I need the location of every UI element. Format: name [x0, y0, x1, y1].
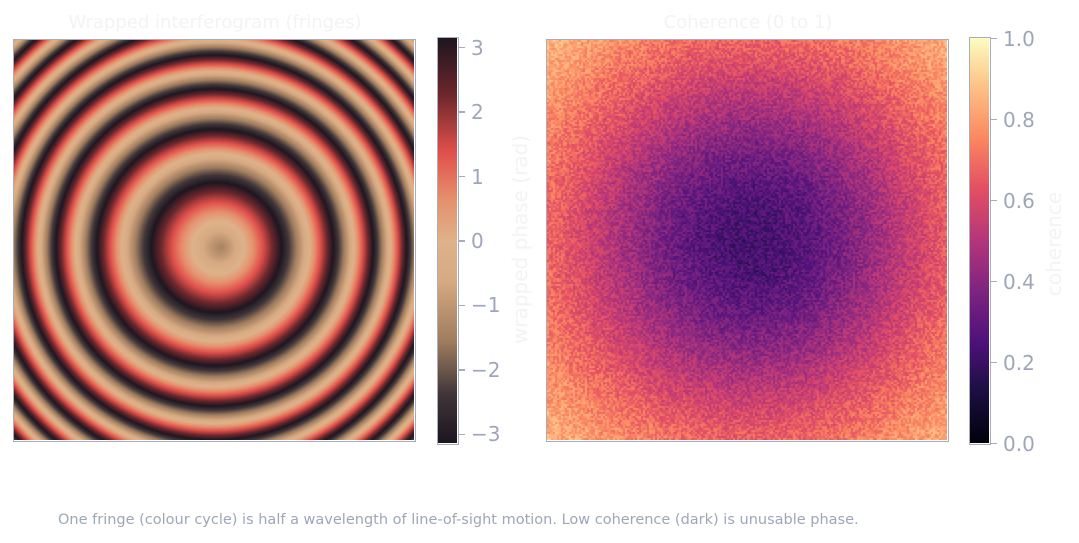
phase-colorbar-tick-mark [459, 369, 465, 371]
chart-phase-title: Wrapped interferogram (fringes) [68, 12, 362, 33]
coherence-colorbar-tick-mark [991, 199, 997, 202]
coherence-colorbar-tick-label: 0.6 [1003, 188, 1035, 213]
phase-colorbar-tick-mark [459, 111, 465, 113]
coherence-colorbar-tick-label: 0.8 [1003, 107, 1035, 132]
phase-colorbar-tick-mark [459, 46, 465, 49]
coherence-colorbar-tick-label: 0.2 [1003, 350, 1035, 375]
coherence-colorbar-tick-label: 0.0 [1003, 431, 1035, 456]
coherence-colorbar [969, 37, 991, 445]
phase-colorbar-tick-mark [459, 240, 465, 242]
coherence-colorbar-gradient [970, 38, 989, 443]
coherence-colorbar-label: coherence [1042, 191, 1066, 297]
phase-colorbar-tick-label: −1 [471, 293, 501, 318]
phase-colorbar-tick-label: 0 [471, 229, 484, 253]
phase-colorbar-tick-label: 3 [471, 35, 484, 60]
phase-colorbar-tick-mark [459, 175, 465, 178]
phase-colorbar-tick-label: 2 [471, 100, 484, 125]
phase-colorbar [437, 37, 459, 445]
phase-colorbar-tick-mark [459, 433, 465, 436]
phase-colorbar-tick-label: −2 [471, 357, 501, 382]
phase-colorbar-label: wrapped phase (rad) [508, 134, 532, 344]
coherence-heatmap-panel [546, 39, 949, 442]
chart-coherence-title: Coherence (0 to 1) [663, 12, 833, 33]
coherence-colorbar-tick-mark [991, 280, 997, 283]
phase-colorbar-tick-mark [459, 304, 465, 307]
coherence-colorbar-tick-mark [991, 118, 997, 121]
coherence-colorbar-tick-mark [991, 37, 997, 40]
coherence-colorbar-tick-mark [991, 442, 997, 445]
coherence-heatmap [547, 40, 947, 440]
phase-colorbar-tick-label: −3 [471, 422, 501, 447]
phase-heatmap [14, 40, 414, 440]
caption: One fringe (colour cycle) is half a wave… [58, 512, 859, 528]
phase-heatmap-panel [13, 39, 416, 442]
coherence-colorbar-tick-label: 1.0 [1003, 26, 1035, 51]
phase-colorbar-gradient [438, 38, 457, 443]
coherence-colorbar-tick-mark [991, 361, 997, 364]
phase-colorbar-tick-label: 1 [471, 164, 484, 189]
coherence-colorbar-tick-label: 0.4 [1003, 269, 1035, 294]
